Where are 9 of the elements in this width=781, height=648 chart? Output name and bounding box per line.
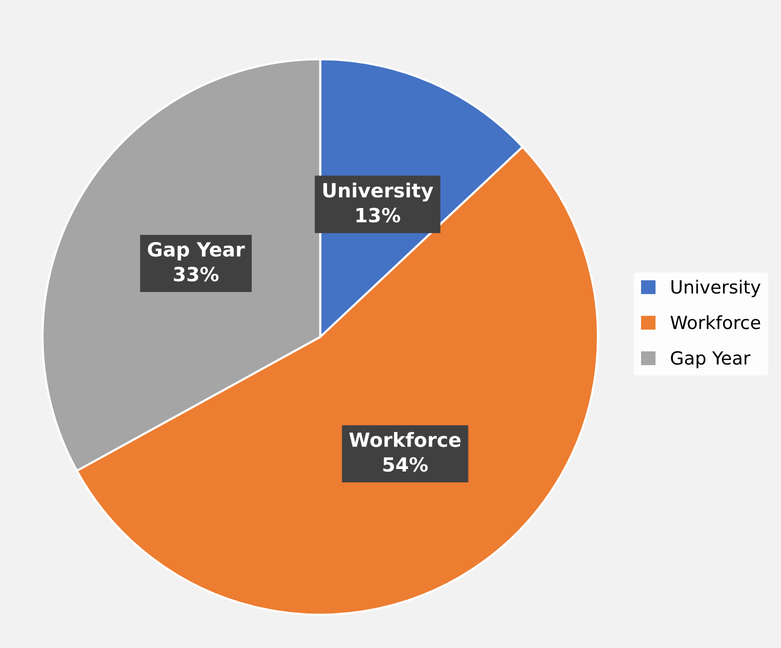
slice-label: University: [323, 182, 434, 202]
legend-label: Gap Year: [670, 351, 750, 368]
data-label: 13%: [356, 208, 400, 223]
slice-label: Gap Year: [148, 242, 245, 260]
data-label: 54%: [383, 457, 428, 472]
legend-label: Workforce: [670, 315, 760, 330]
data-label: 33%: [174, 266, 219, 282]
slice-label: Workforce: [349, 432, 461, 448]
legend-label: University: [672, 280, 760, 298]
